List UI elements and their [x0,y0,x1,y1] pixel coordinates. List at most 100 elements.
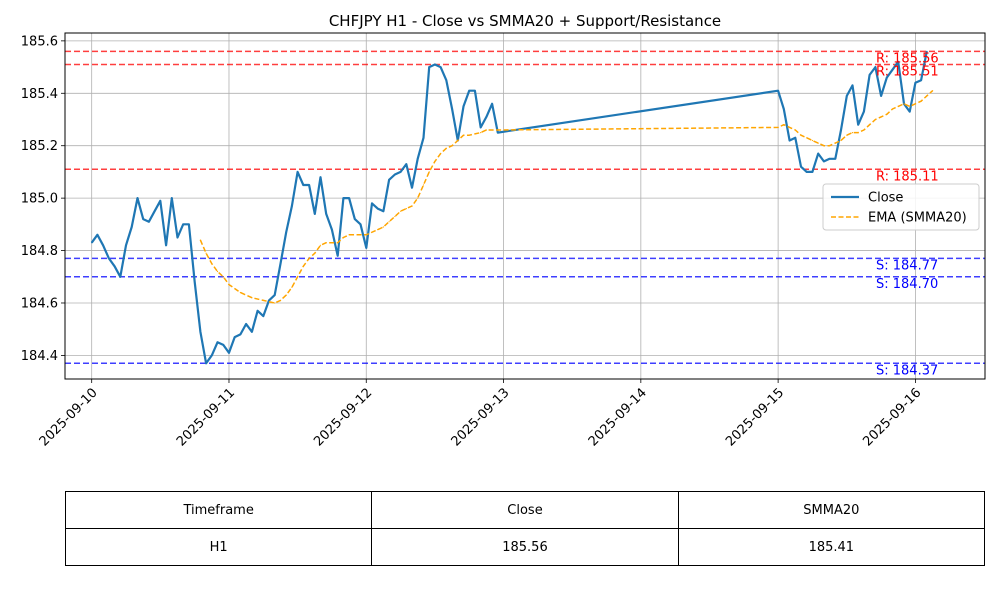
close-data-point [480,126,482,128]
x-tick-label: 2025-09-10 [37,385,101,449]
close-data-point [468,90,470,92]
smma20-data-point [440,153,442,155]
close-data-point [434,63,436,66]
y-tick-label: 185.2 [21,139,58,154]
close-data-point [417,158,419,160]
smma20-data-point [377,229,379,231]
close-data-point [497,132,499,134]
smma20-data-point [434,160,436,162]
close-data-point [136,197,139,199]
close-data-point [171,197,173,199]
close-data-point [817,153,819,155]
close-data-point [108,257,110,259]
smma20-data-point [920,100,922,102]
y-tick-label: 184.6 [21,296,58,311]
close-data-point [400,171,402,173]
legend: Close EMA (SMMA20) [822,183,980,231]
legend-label: Close [868,191,903,206]
smma20-data-point [405,208,407,210]
x-tick-label: 2025-09-11 [174,385,238,449]
close-data-point [319,176,322,178]
smma20-data-point [817,142,819,144]
close-data-point [811,171,814,173]
smma20-data-point [485,129,487,131]
level-labels: R: 185.56R: 185.51 R: 185.11 S: 184.77 S: 1… [876,51,939,378]
close-data-point [394,173,396,176]
close-data-point [777,90,779,92]
smma20-data-point [411,205,413,207]
smma20-data-point [348,234,350,236]
close-data-point [148,221,150,223]
close-data-point [789,139,791,142]
smma20-data-point [445,147,447,149]
smma20-data-point [783,124,785,126]
close-data-point [851,84,854,86]
smma20-data-point [926,95,928,97]
close-data-point [342,197,344,199]
close-data-point [234,336,236,338]
smma20-data-point [834,142,836,144]
close-data-point [142,218,144,220]
close-data-point [388,179,390,181]
close-data-point [268,299,270,301]
close-data-point [445,79,447,81]
close-data-point [205,362,207,364]
close-data-point [869,74,871,76]
series-lines [90,50,934,365]
close-data-point [411,187,413,189]
smma20-data-point [932,90,934,92]
close-data-point [114,265,116,267]
x-axis: 2025-09-10 2025-09-11 2025-09-12 2025-09-13… [37,379,924,449]
close-data-point [783,108,785,110]
smma20-data-point [468,134,470,136]
close-data-point [874,66,877,68]
legend-label: EMA (SMMA20) [868,211,967,226]
x-tick-label: 2025-09-13 [449,385,513,449]
table-cell-close: 185.56 [371,528,679,566]
smma20-data-point [422,184,425,186]
smma20-data-point [451,145,453,147]
smma20-data-point [777,126,779,128]
table-cell-smma20: 185.41 [677,528,986,566]
close-data-point [348,197,350,199]
close-data-point [920,79,922,81]
smma20-data-point [880,116,882,118]
smma20-data-point [239,291,241,294]
smma20-data-point [216,270,219,273]
smma20-data-point [891,108,894,110]
y-tick-label: 185.4 [21,87,58,102]
close-data-point [382,210,384,212]
chart-title: CHFJPY H1 - Close vs SMMA20 + Support/Re… [328,12,722,30]
close-data-point [914,82,917,84]
smma20-data-point [789,126,791,128]
table-row: H1 185.56 185.41 [64,528,986,566]
smma20-data-point [365,234,367,236]
y-tick-label: 185.6 [21,34,58,49]
table-header-cell: Close [371,491,679,529]
close-data-point [331,229,333,231]
close-data-point [428,66,430,68]
table-header-cell: SMMA20 [677,491,986,529]
smma20-data-point [806,137,808,139]
chart: R: 185.56R: 185.51 R: 185.11 S: 184.77 S: 1… [21,32,986,449]
smma20-data-point [909,105,911,107]
close-data-point [846,95,848,97]
y-tick-label: 184.8 [21,244,58,259]
close-data-point [308,184,310,186]
smma20-data-point [428,171,430,173]
close-data-point [279,263,282,265]
smma20-data-point [480,132,482,134]
smma20-data-point [794,129,796,131]
close-data-point [199,331,201,333]
close-data-point [194,281,196,283]
resistance-label: R: 185.56 [876,51,939,66]
smma20-data-point [382,226,384,228]
smma20-data-point [251,297,253,299]
close-data-point [91,242,93,244]
close-series-line [90,51,928,365]
close-data-point [794,137,796,139]
y-axis: 184.4 184.6 184.8 185.0 185.2 185.4 185.6 [21,34,65,364]
close-data-point [451,108,453,110]
close-data-point [880,95,882,97]
close-data-point [302,184,304,186]
